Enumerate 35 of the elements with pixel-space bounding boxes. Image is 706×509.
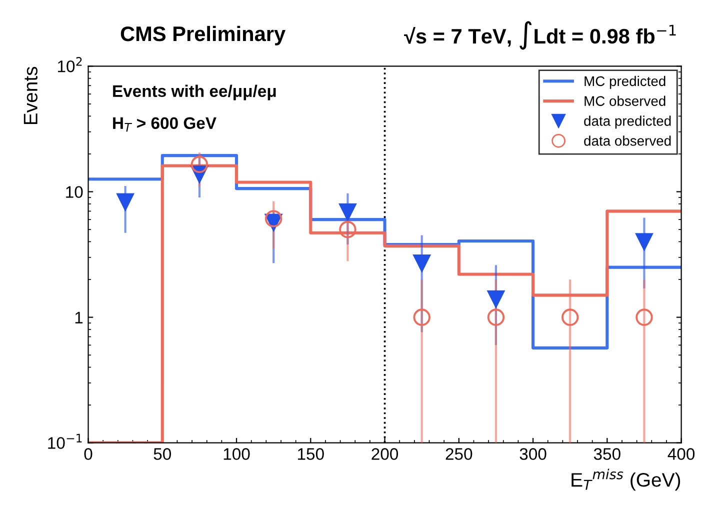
point [190, 156, 208, 174]
x-tick-label: 400 [668, 448, 695, 460]
x-tick-label: 50 [154, 448, 171, 460]
point [413, 308, 430, 326]
x-tick-label: 200 [372, 448, 398, 460]
point [339, 203, 356, 221]
x-tick-label: 0 [84, 448, 92, 460]
x-tick-label: 150 [298, 448, 324, 460]
point [636, 308, 653, 326]
y-axis-title: Events [24, 66, 38, 124]
x-tick-label: 300 [520, 448, 546, 460]
legend-label: MC predicted [584, 76, 666, 89]
legend-label: data predicted [584, 116, 671, 129]
point [487, 308, 505, 326]
point [413, 254, 430, 272]
x-tick-label: 250 [446, 448, 472, 460]
chart-title: CMS Preliminary [120, 26, 286, 46]
annotation: H$_{T}$ > 600 GeV [113, 117, 216, 132]
y-tick-label: 1 [75, 312, 83, 324]
point [264, 210, 282, 228]
annotation: Events with ee/μμ/eμ [113, 84, 276, 100]
y-tick-label: 10$^{2}$ [58, 57, 82, 72]
point [116, 193, 134, 210]
y-tick-label: 10 [66, 186, 83, 198]
point [561, 308, 579, 326]
x-axis-title: E$_{T}$$^{miss}$ (GeV) [572, 468, 680, 491]
point [339, 220, 356, 238]
y-tick-label: 10$^{−1}$ [48, 434, 82, 449]
chart-subtitle: √s = 7 TeV, ∫Ldt = 0.98 fb$^{−1}$ [404, 21, 676, 50]
legend-label: MC observed [584, 96, 666, 106]
point [487, 290, 505, 308]
x-tick-label: 350 [594, 448, 620, 460]
x-tick-label: 100 [224, 448, 250, 460]
point [636, 233, 653, 250]
legend-label: data observed [584, 136, 671, 146]
